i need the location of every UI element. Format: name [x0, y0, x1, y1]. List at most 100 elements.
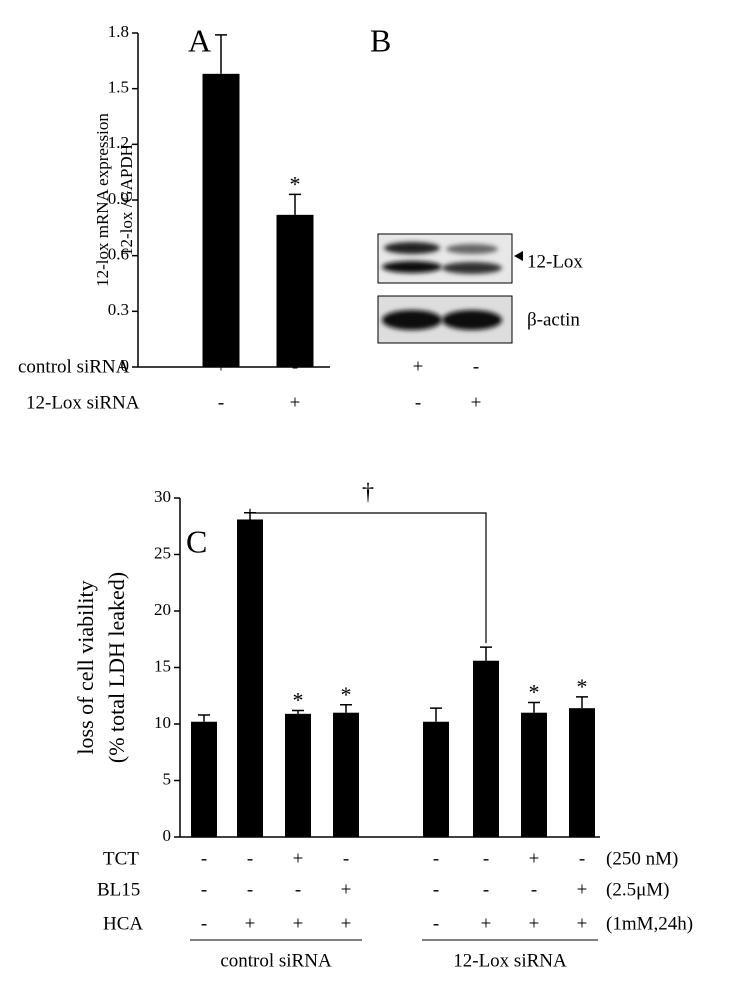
significance: *: [293, 687, 304, 712]
error-bar: [244, 511, 256, 520]
blot: B 12-Lox β-actin + - - +: [370, 22, 583, 413]
row-label: TCT: [103, 848, 139, 869]
band: [384, 242, 440, 254]
row-note: (250 nM): [606, 848, 678, 869]
group-label: control siRNA: [220, 950, 332, 971]
y-tick-label: 0: [163, 826, 172, 845]
error-bar: [289, 193, 301, 215]
bar: [521, 712, 547, 837]
y-axis-label: loss of cell viability: [73, 580, 98, 754]
bar: [202, 73, 240, 368]
panel-label: A: [188, 22, 211, 58]
row-sign: +: [481, 913, 492, 934]
y-tick-label: 1.2: [108, 133, 129, 152]
arrowhead: [514, 251, 523, 261]
band: [442, 310, 502, 330]
y-axis-label: 12-lox /GAPDH: [117, 144, 136, 256]
row-sign: +: [293, 913, 304, 934]
significance: *: [341, 682, 352, 707]
row-sign: +: [413, 356, 424, 377]
bar: [423, 721, 449, 837]
significance: *: [577, 674, 588, 699]
row-sign: -: [579, 848, 585, 869]
row-sign: +: [529, 913, 540, 934]
bar: [276, 214, 314, 367]
band: [382, 261, 442, 273]
significance: *: [290, 171, 301, 196]
bar: [569, 708, 595, 837]
row-sign: -: [473, 356, 479, 377]
row-sign: +: [529, 848, 540, 869]
row-label: HCA: [103, 913, 143, 934]
y-tick-label: 15: [154, 656, 171, 675]
row-sign: +: [216, 356, 227, 377]
row-sign: -: [201, 879, 207, 900]
row-sign: +: [577, 913, 588, 934]
y-tick-label: 0: [121, 356, 130, 375]
bar: [333, 712, 359, 837]
y-tick-label: 0.9: [108, 189, 129, 208]
row-sign: -: [483, 848, 489, 869]
error-bar: [576, 696, 588, 709]
error-bar: [528, 701, 540, 713]
y-tick-label: 30: [154, 487, 171, 506]
error-bar: [480, 646, 492, 661]
error-bar: [340, 704, 352, 713]
row-note: (1mM,24h): [606, 913, 693, 934]
row-label: 12-Lox siRNA: [26, 392, 140, 413]
row-sign: -: [247, 848, 253, 869]
significance: *: [529, 680, 540, 705]
row-sign: -: [433, 913, 439, 934]
row-sign: -: [201, 848, 207, 869]
band: [442, 262, 502, 274]
y-axis-label: 12-lox mRNA expression: [93, 113, 112, 287]
y-tick-label: 0.3: [108, 300, 129, 319]
error-bar: [292, 709, 304, 714]
row-sign: -: [483, 879, 489, 900]
y-tick-label: 1.5: [108, 78, 129, 97]
row-sign: +: [471, 392, 482, 413]
band: [446, 244, 498, 254]
row-sign: -: [433, 848, 439, 869]
group-label: 12-Lox siRNA: [453, 950, 567, 971]
band: [382, 310, 442, 330]
bar: [285, 713, 311, 837]
row-sign: +: [293, 848, 304, 869]
row-sign: -: [531, 879, 537, 900]
row-label: BL15: [97, 879, 140, 900]
band-label: β-actin: [527, 309, 580, 330]
row-sign: +: [290, 392, 301, 413]
error-bar: [198, 714, 210, 722]
row-sign: -: [292, 356, 298, 377]
panel-label: B: [370, 22, 391, 58]
row-sign: -: [201, 913, 207, 934]
row-sign: +: [245, 913, 256, 934]
y-tick-label: 0.6: [108, 245, 129, 264]
bar: [191, 721, 217, 837]
row-sign: -: [415, 392, 421, 413]
row-label: control siRNA: [18, 356, 130, 377]
row-note: (2.5μM): [606, 879, 670, 900]
bracket-label: †: [362, 480, 374, 506]
y-tick-label: 5: [163, 769, 172, 788]
blot-box: [377, 233, 513, 284]
y-axis-label: (% total LDH leaked): [104, 572, 129, 763]
bar: [473, 660, 499, 837]
row-sign: +: [577, 879, 588, 900]
y-tick-label: 20: [154, 600, 171, 619]
y-tick-label: 1.8: [108, 22, 129, 41]
bracket: [249, 508, 487, 644]
row-sign: +: [341, 879, 352, 900]
panel-label: C: [186, 523, 207, 559]
bar: [237, 519, 263, 837]
row-sign: -: [433, 879, 439, 900]
y-tick-label: 10: [154, 713, 171, 732]
error-bar: [430, 707, 442, 722]
band-label: 12-Lox: [527, 251, 583, 272]
row-sign: +: [341, 913, 352, 934]
row-sign: -: [343, 848, 349, 869]
row-sign: -: [247, 879, 253, 900]
row-sign: -: [295, 879, 301, 900]
y-tick-label: 25: [154, 543, 171, 562]
